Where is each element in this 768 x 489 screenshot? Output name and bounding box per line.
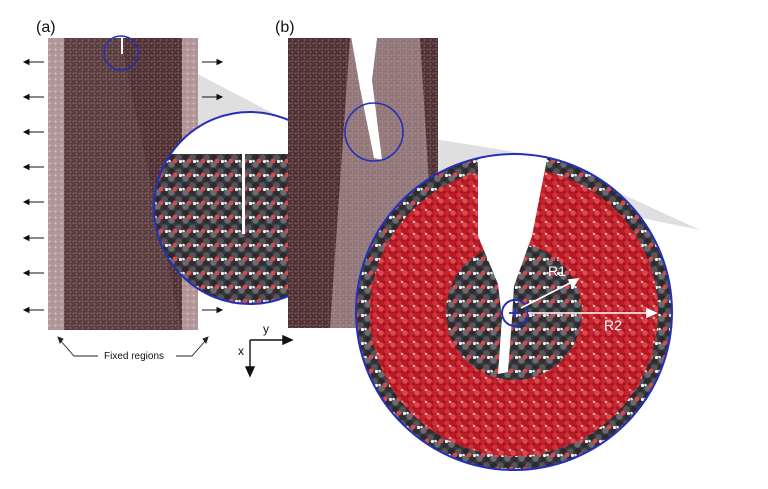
crack-b (350, 30, 382, 160)
axis-x-label: x (238, 344, 244, 358)
zoom-view-b (355, 153, 673, 471)
slab-shading-a (64, 38, 182, 330)
zoom-marker-b (344, 102, 404, 162)
panel-b-label: (b) (275, 19, 295, 36)
radius-1-label: R1 (548, 263, 566, 279)
coordinate-axes-icon (244, 334, 294, 378)
fixed-regions-bracket (57, 336, 209, 357)
axis-y-label: y (263, 322, 269, 336)
panel-b (288, 30, 700, 471)
fixed-region-left (48, 38, 64, 330)
radius-2-arrow (528, 307, 658, 319)
radius-2-label: R2 (604, 317, 622, 333)
zoom-marker-a (103, 35, 139, 71)
panel-a-label: (a) (36, 19, 56, 36)
arrow-left-icon (22, 58, 44, 314)
radius-1-arrow (520, 278, 580, 309)
fixed-regions-label: Fixed regions (104, 351, 164, 362)
